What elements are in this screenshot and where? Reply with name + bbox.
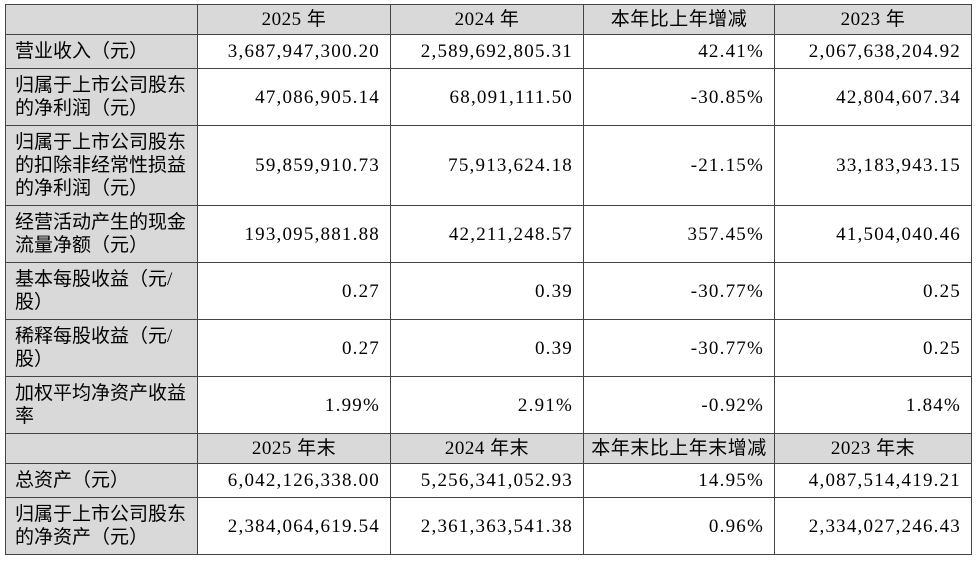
value-cell: 59,859,910.73 — [197, 125, 391, 206]
value-cell: -30.77% — [583, 319, 775, 377]
row-label: 归属于上市公司股东的净利润（元） — [5, 68, 198, 126]
value-cell: 357.45% — [583, 205, 775, 263]
value-cell: 1.99% — [197, 376, 391, 434]
table-row: 加权平均净资产收益率 1.99% 2.91% -0.92% 1.84% — [5, 376, 972, 434]
value-cell: -21.15% — [583, 125, 775, 206]
value-cell: -30.77% — [583, 262, 775, 320]
row-label: 归属于上市公司股东的扣除非经常性损益的净利润（元） — [5, 125, 198, 206]
table-row: 经营活动产生的现金流量净额（元） 193,095,881.88 42,211,248… — [5, 205, 972, 263]
value-cell: 5,256,341,052.93 — [390, 463, 584, 498]
value-cell: 2,384,064,619.54 — [197, 497, 391, 555]
value-cell: 6,042,126,338.00 — [197, 463, 391, 498]
table-header-row: 2025 年 2024 年本年比上年增减 2023 年 — [5, 4, 972, 35]
table-row: 稀释每股收益（元/股） 0.27 0.39 -30.77% 0.25 — [5, 319, 972, 377]
table-row: 营业收入（元） 3,687,947,300.20 2,589,692,805.31 4… — [5, 34, 972, 69]
value-cell: 47,086,905.14 — [197, 68, 391, 126]
table-row: 归属于上市公司股东的净资产（元） 2,384,064,619.54 2,361,36… — [5, 497, 972, 555]
column-header-cell: 本年比上年增减 — [583, 4, 775, 35]
value-cell: 2,067,638,204.92 — [774, 34, 972, 69]
value-cell: 193,095,881.88 — [197, 205, 391, 263]
column-header-cell: 2023 年末 — [774, 433, 972, 464]
value-cell: -0.92% — [583, 376, 775, 434]
table-row: 归属于上市公司股东的扣除非经常性损益的净利润（元） 59,859,910.73 75… — [5, 125, 972, 206]
value-cell: 14.95% — [583, 463, 775, 498]
table-header-row: 2025 年末 2024 年末 本年末比上年末增减 2023 年末 — [5, 433, 972, 464]
value-cell: 2,361,363,541.38 — [390, 497, 584, 555]
row-label: 归属于上市公司股东的净资产（元） — [5, 497, 198, 555]
value-cell: 0.27 — [197, 262, 391, 320]
column-header-cell: 2024 年末 — [390, 433, 584, 464]
column-header-cell: 2025 年 — [197, 4, 391, 35]
value-cell: 0.96% — [583, 497, 775, 555]
value-cell: 0.27 — [197, 319, 391, 377]
row-label: 基本每股收益（元/股） — [5, 262, 198, 320]
financial-summary-table: 2025 年 2024 年本年比上年增减 2023 年营业收入（元） 3,687,94… — [5, 4, 972, 555]
table-row: 归属于上市公司股东的净利润（元） 47,086,905.14 68,091,111.… — [5, 68, 972, 126]
value-cell: 4,087,514,419.21 — [774, 463, 972, 498]
value-cell: 0.39 — [390, 262, 584, 320]
value-cell: 41,504,040.46 — [774, 205, 972, 263]
value-cell: 42,211,248.57 — [390, 205, 584, 263]
row-label: 总资产（元） — [5, 463, 198, 498]
value-cell: 1.84% — [774, 376, 972, 434]
row-label: 经营活动产生的现金流量净额（元） — [5, 205, 198, 263]
value-cell: 0.39 — [390, 319, 584, 377]
value-cell: 0.25 — [774, 262, 972, 320]
row-label: 营业收入（元） — [5, 34, 198, 69]
value-cell: 3,687,947,300.20 — [197, 34, 391, 69]
row-label: 加权平均净资产收益率 — [5, 376, 198, 434]
value-cell: -30.85% — [583, 68, 775, 126]
column-header-cell: 本年末比上年末增减 — [583, 433, 775, 464]
value-cell: 42,804,607.34 — [774, 68, 972, 126]
column-header-cell: 2025 年末 — [197, 433, 391, 464]
column-header-cell: 2023 年 — [774, 4, 972, 35]
value-cell: 68,091,111.50 — [390, 68, 584, 126]
value-cell: 2,334,027,246.43 — [774, 497, 972, 555]
table-row: 基本每股收益（元/股） 0.27 0.39 -30.77% 0.25 — [5, 262, 972, 320]
value-cell: 42.41% — [583, 34, 775, 69]
value-cell: 0.25 — [774, 319, 972, 377]
value-cell: 2.91% — [390, 376, 584, 434]
corner-cell — [5, 4, 198, 35]
corner-cell — [5, 433, 198, 464]
value-cell: 33,183,943.15 — [774, 125, 972, 206]
value-cell: 75,913,624.18 — [390, 125, 584, 206]
table-row: 总资产（元） 6,042,126,338.00 5,256,341,052.93 14… — [5, 463, 972, 498]
row-label: 稀释每股收益（元/股） — [5, 319, 198, 377]
value-cell: 2,589,692,805.31 — [390, 34, 584, 69]
table-body: 2025 年 2024 年本年比上年增减 2023 年营业收入（元） 3,687,94… — [5, 4, 972, 555]
column-header-cell: 2024 年 — [390, 4, 584, 35]
